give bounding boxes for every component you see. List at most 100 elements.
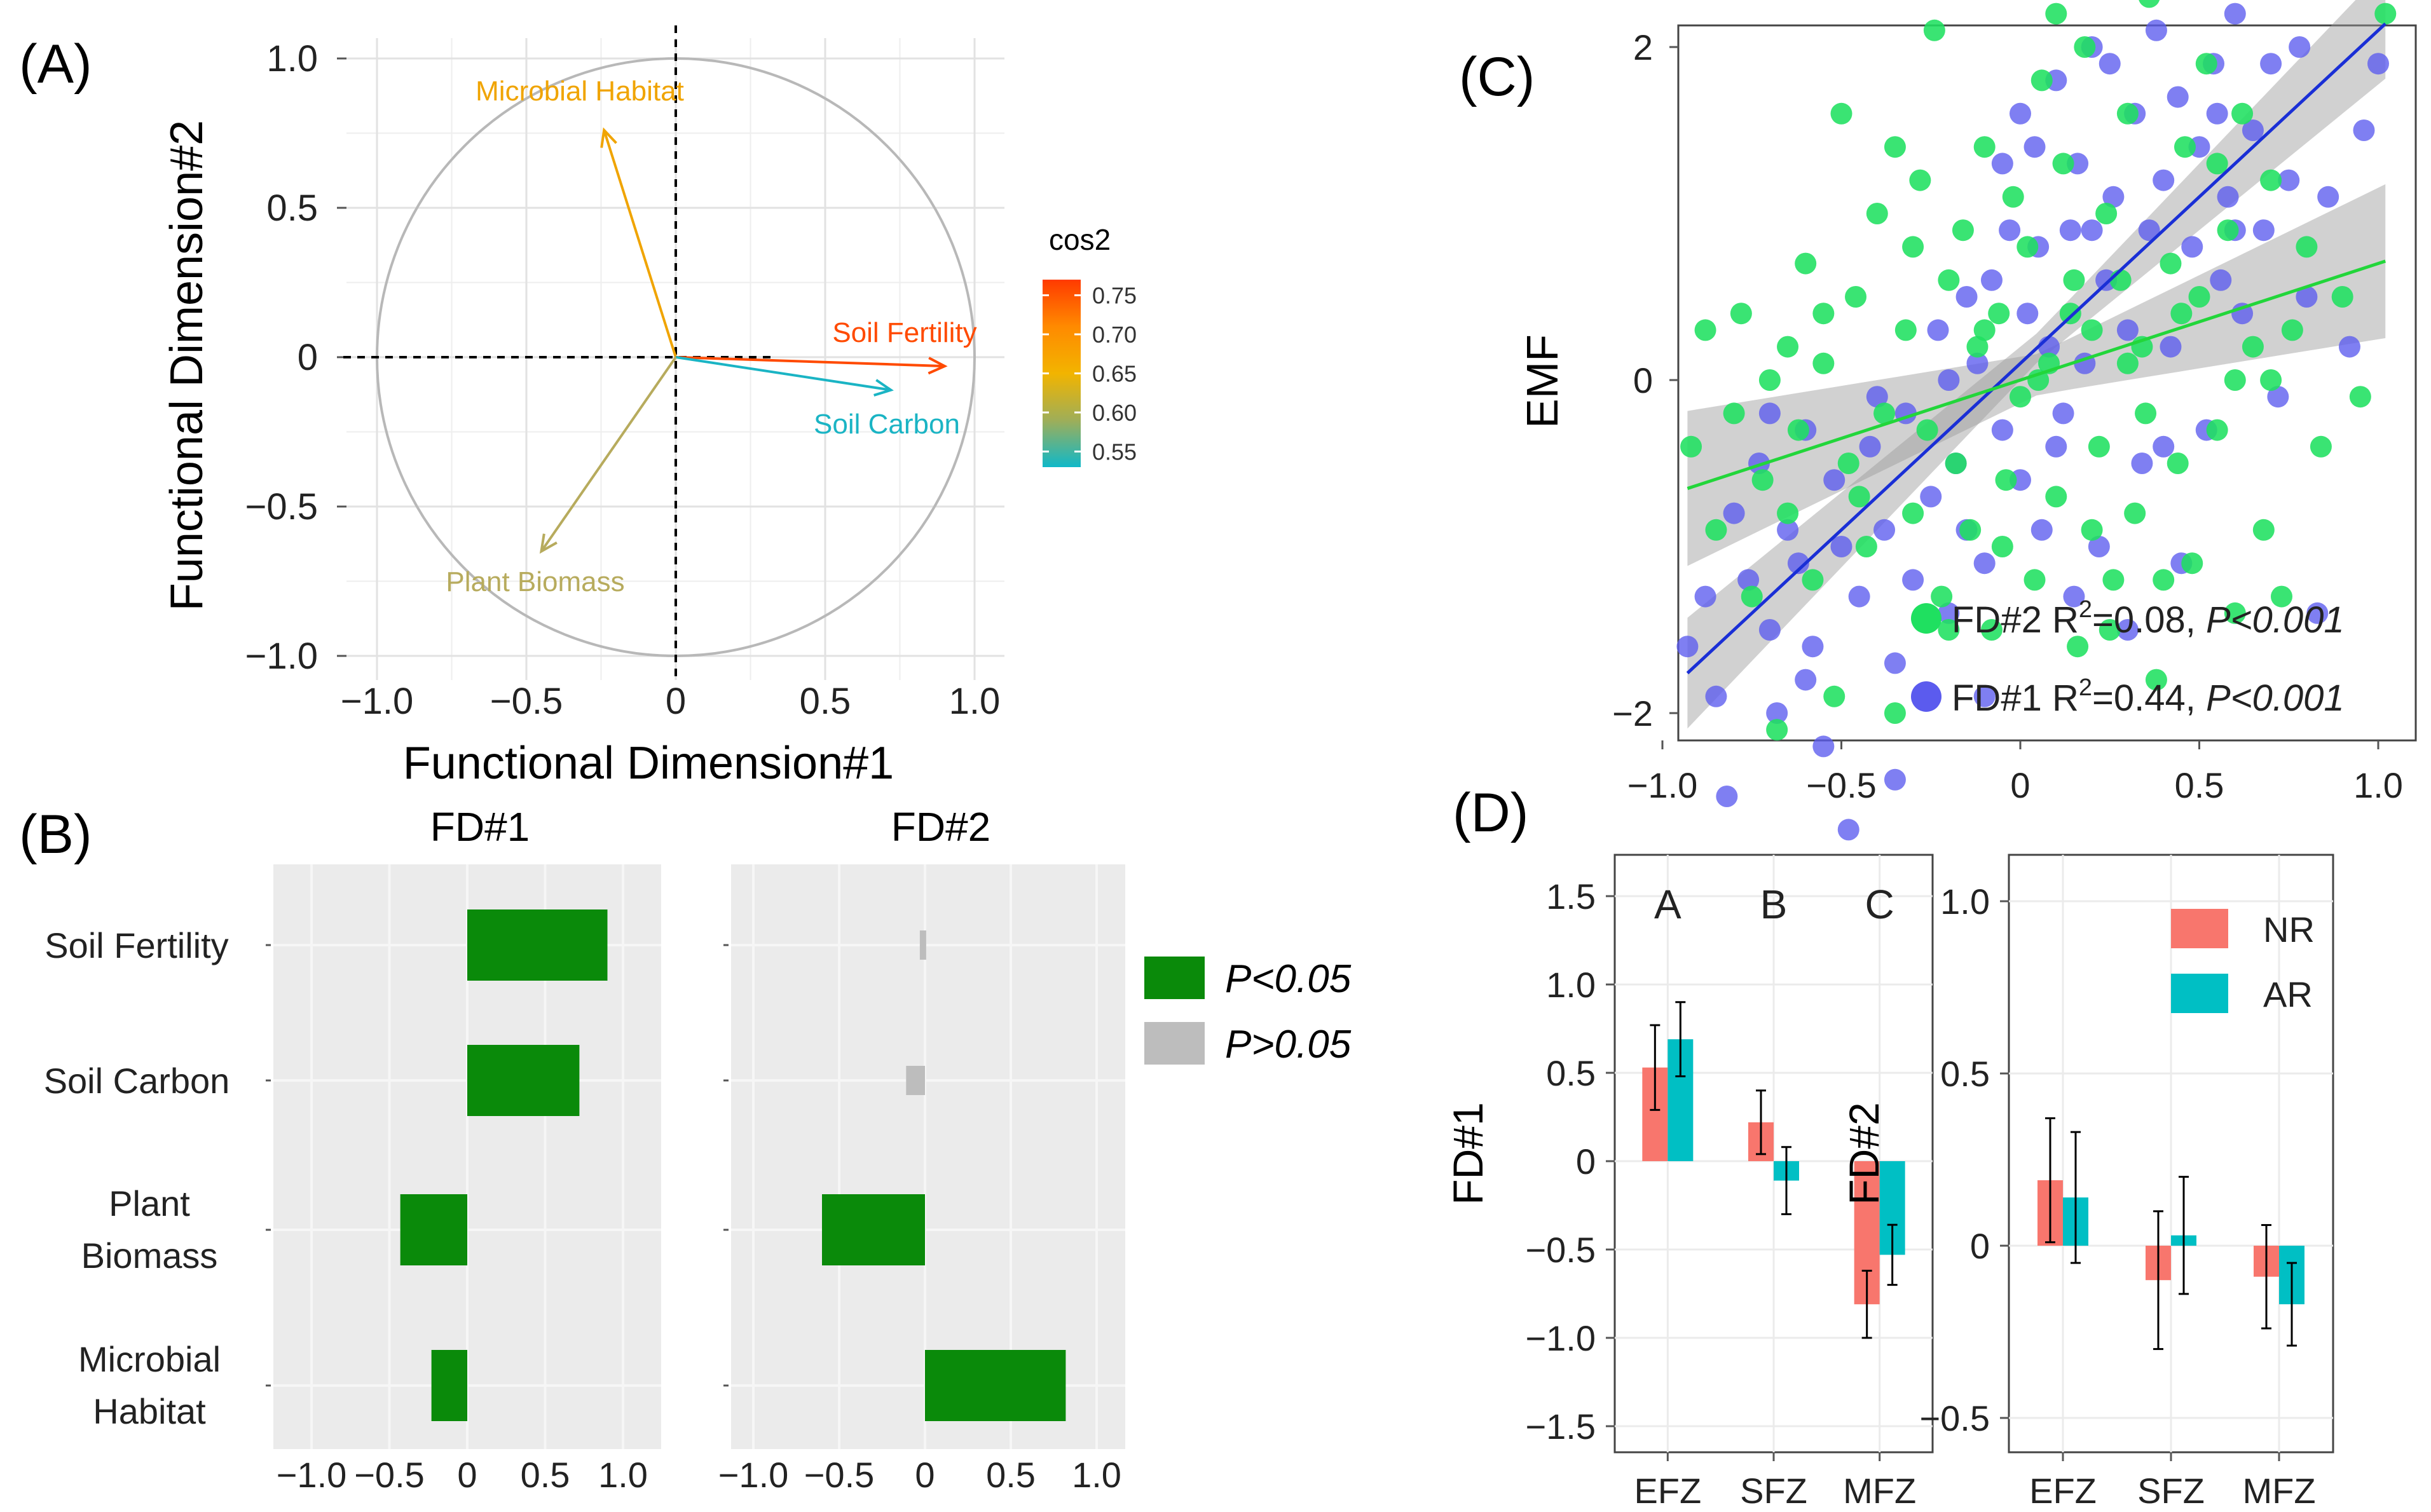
category-label: Soil Fertility	[45, 925, 228, 965]
y-tick-label: −1.0	[245, 636, 318, 677]
y-tick-label: −0.5	[1919, 1398, 1990, 1438]
y-tick-label: −1.5	[1525, 1406, 1596, 1447]
legend-label-nr: NR	[2263, 909, 2315, 950]
legend-swatch-nr	[2171, 909, 2228, 948]
point-fd2	[2242, 336, 2264, 358]
point-fd1	[1748, 453, 1770, 474]
point-fd2	[2052, 153, 2074, 175]
y-tick-label: −1.0	[1525, 1318, 1596, 1358]
point-fd2	[1812, 303, 1835, 325]
point-fd1	[2116, 619, 2139, 641]
bar-fd1	[467, 909, 608, 981]
point-fd2	[2135, 402, 2157, 425]
point-fd2	[2002, 186, 2024, 208]
x-tick-label: −0.5	[804, 1455, 875, 1495]
point-fd2	[2188, 286, 2210, 308]
legend-label-sig: P<0.05	[1225, 957, 1352, 1001]
y-tick-label: 0	[1970, 1226, 1990, 1266]
point-fd1	[1938, 602, 1960, 624]
point-fd1	[2116, 319, 2139, 341]
point-fd1	[2099, 53, 2121, 75]
regression-line-fd2	[1687, 259, 2386, 490]
y-tick-label: 2	[1633, 27, 1653, 67]
point-fd2	[2017, 236, 2039, 258]
point-fd1	[1705, 685, 1727, 707]
point-fd1	[2278, 169, 2300, 191]
point-fd1	[2030, 519, 2053, 541]
point-fd2	[1909, 169, 1931, 191]
point-fd1	[2252, 219, 2275, 242]
point-fd2	[1795, 252, 1817, 275]
point-fd2	[2045, 3, 2067, 25]
point-fd1	[2217, 186, 2239, 208]
point-fd2	[1866, 203, 1888, 224]
point-fd1	[2138, 219, 2160, 242]
ci-band-fd1	[1687, 0, 2386, 729]
point-fd1	[1973, 552, 1996, 575]
point-fd2	[1916, 419, 1938, 441]
point-fd2	[1777, 336, 1799, 358]
colorbar-tick-label: 0.60	[1092, 400, 1137, 426]
point-fd1	[1927, 319, 1949, 341]
point-fd2	[2174, 136, 2196, 158]
point-fd2	[1873, 402, 1896, 425]
category-label: Biomass	[81, 1236, 218, 1276]
panel-c-ylabel: EMF	[1517, 334, 1567, 428]
point-fd1	[1737, 569, 1760, 591]
point-fd2	[1894, 319, 1917, 341]
vector-label: Microbial Habitat	[476, 76, 684, 107]
point-fd2	[2102, 569, 2125, 591]
x-tick-label: −0.5	[1806, 765, 1877, 805]
point-fd1	[1787, 552, 1809, 575]
legend-dot-fd2	[1911, 603, 1941, 634]
point-fd2	[2252, 519, 2275, 541]
point-fd1	[1955, 286, 1978, 308]
point-fd2	[2153, 569, 2175, 591]
legend-label-fd1: FD#1 R2=0.44, P<0.001	[1952, 674, 2345, 719]
x-tick-label: 0	[457, 1455, 477, 1495]
point-fd2	[2270, 585, 2292, 608]
bar-fd2	[925, 1350, 1066, 1421]
point-fd1	[1676, 636, 1699, 658]
point-fd1	[2063, 585, 2085, 608]
x-tick-label: EFZ	[1634, 1471, 1701, 1511]
y-tick-label: 1.0	[1546, 965, 1596, 1005]
point-fd2	[2010, 386, 2031, 408]
point-fd2	[2349, 386, 2371, 408]
point-fd2	[1995, 469, 2017, 491]
y-tick-label: 0.5	[1940, 1054, 1990, 1094]
point-fd2	[2059, 303, 2081, 325]
y-tick-label: 0.5	[1546, 1053, 1596, 1093]
point-fd1	[1938, 369, 1960, 391]
colorbar-title: cos2	[1049, 223, 1111, 256]
point-fd2	[1902, 502, 1924, 524]
panel-d-bars: −1.5 −1.0 −0.5 0 0.5 1.0 1.5 EFZ A SFZ B MFZ C FD#1 −0…	[1444, 854, 2334, 1511]
point-fd2	[1830, 102, 1852, 125]
point-fd1	[2367, 53, 2389, 75]
legend-label-ar: AR	[2263, 974, 2313, 1014]
point-fd1	[2296, 286, 2318, 308]
point-fd2	[1848, 486, 1870, 508]
x-tick-label: 0	[666, 681, 686, 722]
point-fd2	[2231, 102, 2254, 125]
point-fd1	[1973, 685, 1996, 707]
point-fd2	[2206, 419, 2228, 441]
point-fd1	[1873, 519, 1896, 541]
point-fd1	[2081, 219, 2103, 242]
point-fd2	[2296, 236, 2318, 258]
point-fd2	[1741, 585, 1763, 608]
panel-b-bars: FD#1 FD#2 P<0.05 P>0.05 −1.0 −0.5 0 0.5 1.0−…	[44, 804, 1352, 1495]
point-fd1	[1884, 652, 1906, 674]
point-fd1	[1716, 786, 1738, 807]
x-tick-label: −1.0	[718, 1455, 789, 1495]
point-fd1	[2131, 453, 2153, 474]
point-fd1	[1991, 419, 2013, 441]
point-fd2	[2088, 435, 2110, 458]
point-fd1	[1920, 486, 1942, 508]
point-fd1	[2260, 53, 2282, 75]
colorbar-tick-label: 0.65	[1092, 361, 1137, 387]
point-fd1	[1694, 585, 1716, 608]
point-fd2	[2206, 153, 2228, 175]
legend-label-nonsig: P>0.05	[1225, 1023, 1352, 1066]
point-fd1	[2242, 119, 2264, 141]
